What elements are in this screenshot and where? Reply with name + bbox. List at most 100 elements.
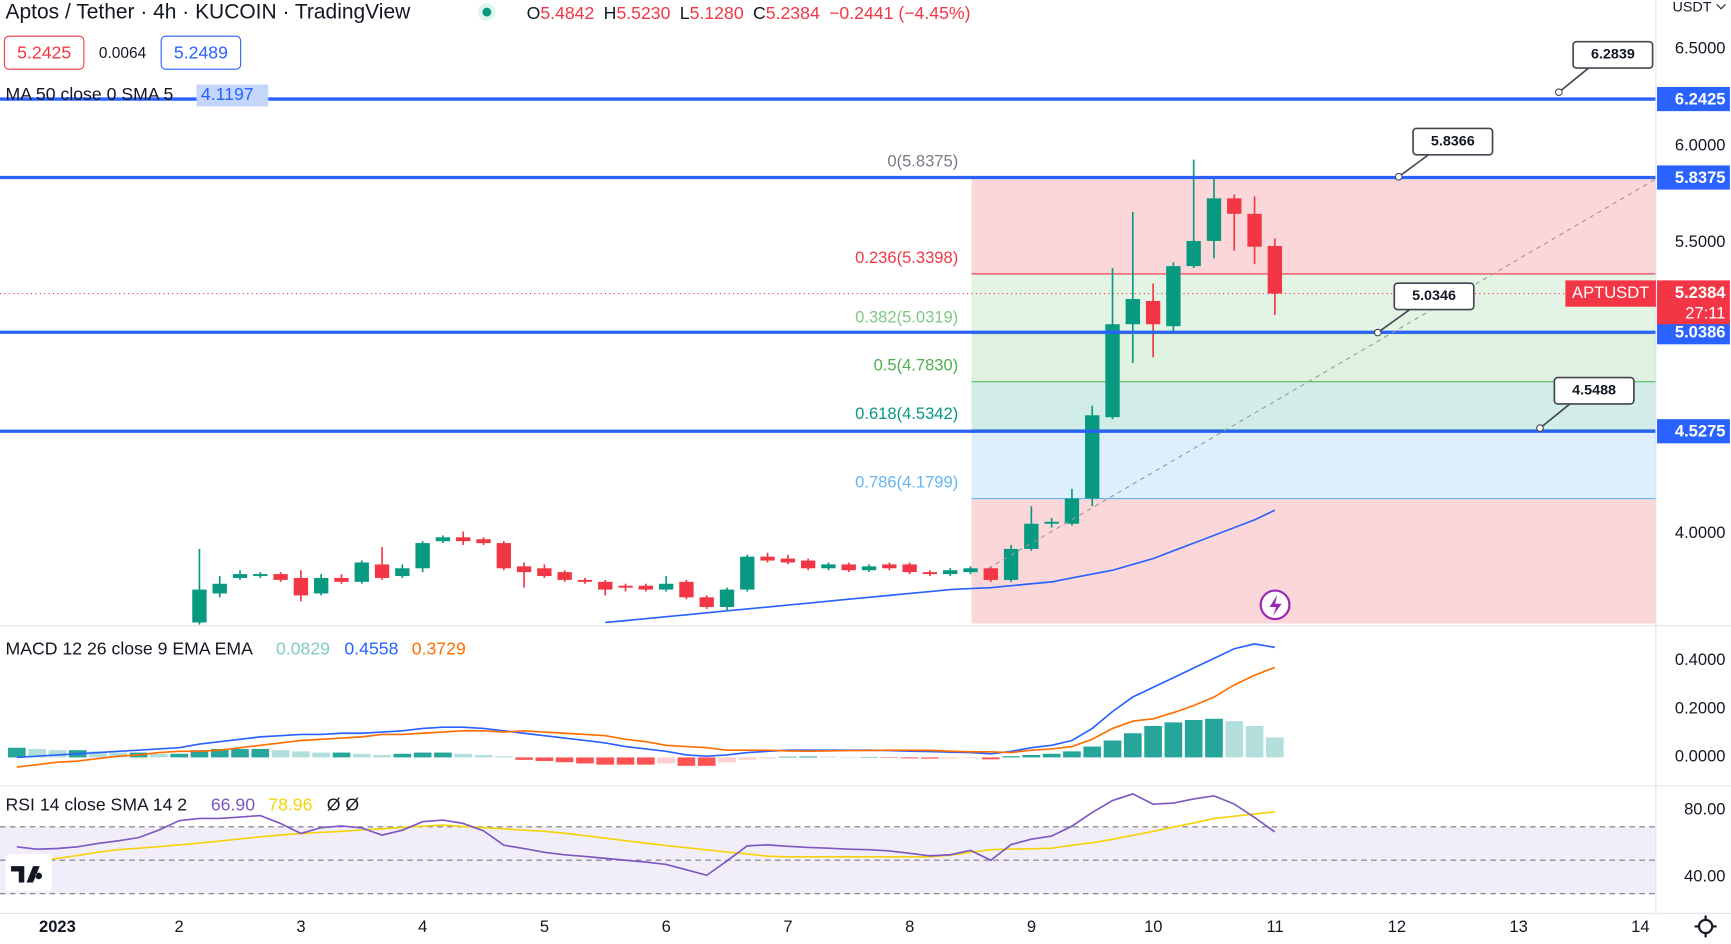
- callout-anchor: [1373, 328, 1382, 337]
- x-tick-label: 11: [1266, 918, 1283, 936]
- candle-body: [922, 572, 938, 575]
- candle-body: [963, 568, 978, 573]
- fib-trend-line: [987, 178, 1657, 570]
- indicator-title: MACD 12 26 close 9 EMA EMA: [6, 639, 254, 659]
- candle-body: [537, 568, 552, 577]
- macd-histogram-bar: [1042, 753, 1061, 758]
- currency[interactable]: USDT: [1672, 0, 1711, 15]
- ohlc-value: 5.1280: [690, 3, 744, 23]
- indicator-extra: Ø Ø: [327, 794, 360, 814]
- ma-value-bg: [196, 84, 269, 107]
- x-tick-label: 6: [662, 918, 671, 936]
- macd-histogram-bar: [616, 757, 635, 765]
- macd-histogram-bar: [779, 756, 797, 758]
- fib-zone: [971, 381, 1656, 430]
- fib-label: 0.236(5.3398): [855, 249, 958, 267]
- callout-label: 5.0346: [1412, 288, 1456, 304]
- x-tick-label: 8: [905, 918, 914, 936]
- y-tick-label: 0.0000: [1675, 748, 1726, 766]
- macd-histogram-bar: [758, 757, 777, 759]
- price-background: [0, 176, 1656, 624]
- level-axis-label: 5.8375: [1675, 169, 1726, 187]
- macd-histogram-bar: [352, 753, 371, 758]
- fib-label: 0.786(4.1799): [855, 474, 958, 492]
- macd-histogram-bar: [332, 752, 351, 758]
- ma-legend: MA 50 close 0 SMA 5: [6, 84, 174, 104]
- currency-chevron[interactable]: [1716, 4, 1726, 10]
- last-price-symbol: APTUSDT: [1572, 284, 1649, 302]
- candle-body: [841, 564, 856, 571]
- macd-histogram-bar: [251, 748, 270, 758]
- callout-anchor: [1394, 172, 1403, 181]
- macd-histogram-bar: [190, 750, 209, 758]
- fib-zone: [971, 498, 1656, 624]
- candle-body: [1085, 415, 1100, 499]
- price-pane: [0, 97, 1656, 625]
- candle-body: [232, 574, 248, 578]
- rsi-pane: [0, 793, 1656, 895]
- macd-histogram-bar: [921, 757, 939, 759]
- event-bolt[interactable]: [1269, 594, 1282, 616]
- x-tick-label: 14: [1631, 918, 1649, 936]
- macd-histogram-bar: [170, 753, 188, 758]
- sell-button[interactable]: [3, 35, 85, 70]
- buy-price[interactable]: 5.2489: [174, 42, 228, 62]
- symbol-box: [1565, 280, 1656, 307]
- x-tick-label: 7: [783, 918, 792, 936]
- level-axis-box: [1657, 165, 1730, 190]
- macd-histogram-bar: [677, 757, 696, 766]
- ohlc-legend: O5.4842 H5.5230 L5.1280 C5.2384 −0.2441 …: [527, 3, 971, 23]
- candle-body: [253, 574, 268, 577]
- macd-histogram-bar: [596, 757, 615, 765]
- buy-button[interactable]: [160, 35, 242, 70]
- callout-anchor: [1554, 88, 1563, 97]
- macd-histogram-bar: [7, 747, 26, 758]
- indicator-value: 66.90: [211, 794, 255, 814]
- macd-histogram-bar: [1245, 726, 1264, 758]
- ohlc-value: 5.2384: [766, 3, 820, 23]
- macd-line: [16, 666, 1276, 768]
- sell-price[interactable]: 5.2425: [17, 42, 71, 62]
- candle-body: [557, 572, 572, 580]
- candle-body: [293, 577, 309, 596]
- chart-title: Aptos / Tether · 4h · KUCOIN · TradingVi…: [6, 1, 412, 24]
- macd-histogram-bar: [210, 748, 229, 758]
- level-axis-box: [1657, 419, 1730, 444]
- rsi-line: [16, 811, 1275, 866]
- indicator-value: 0.0829: [276, 639, 330, 659]
- level-axis-label: 4.5275: [1675, 423, 1726, 441]
- macd-histogram-bar: [697, 757, 716, 766]
- macd-histogram-bar: [271, 750, 290, 758]
- macd-histogram-bar: [494, 756, 513, 758]
- ohlc-value: 5.5230: [616, 3, 670, 23]
- x-tick-label: 13: [1509, 918, 1527, 936]
- candle-body: [679, 581, 694, 598]
- logo[interactable]: [11, 866, 43, 883]
- ohlc-value: 5.4842: [540, 3, 594, 23]
- candle-body: [882, 564, 897, 569]
- candle-body: [699, 597, 714, 608]
- macd-histogram-bar: [637, 757, 655, 765]
- candle-body: [435, 537, 451, 542]
- settings-icon[interactable]: [1697, 918, 1714, 935]
- candle-body: [598, 581, 613, 590]
- y-tick-label: 0.2000: [1675, 699, 1726, 717]
- macd-histogram-bar: [1002, 756, 1020, 758]
- indicator-value: 0.4558: [344, 639, 398, 659]
- macd-histogram-bar: [981, 757, 1000, 760]
- candle-body: [273, 574, 288, 580]
- candle-body: [496, 543, 511, 569]
- settings-icon-teeth[interactable]: [1694, 915, 1717, 938]
- macd-pane: [7, 643, 1284, 768]
- x-tick-label: 2: [175, 918, 184, 936]
- ohlc-label: L: [680, 3, 690, 23]
- macd-histogram-bar: [312, 752, 331, 758]
- callout-box: [1412, 127, 1494, 156]
- macd-histogram-bar: [150, 753, 168, 758]
- macd-histogram-bar: [576, 757, 594, 764]
- y-tick-label: 6.5000: [1675, 40, 1726, 58]
- candle-body: [476, 539, 491, 544]
- macd-histogram-bar: [474, 754, 493, 758]
- callout-label: 4.5488: [1572, 383, 1616, 399]
